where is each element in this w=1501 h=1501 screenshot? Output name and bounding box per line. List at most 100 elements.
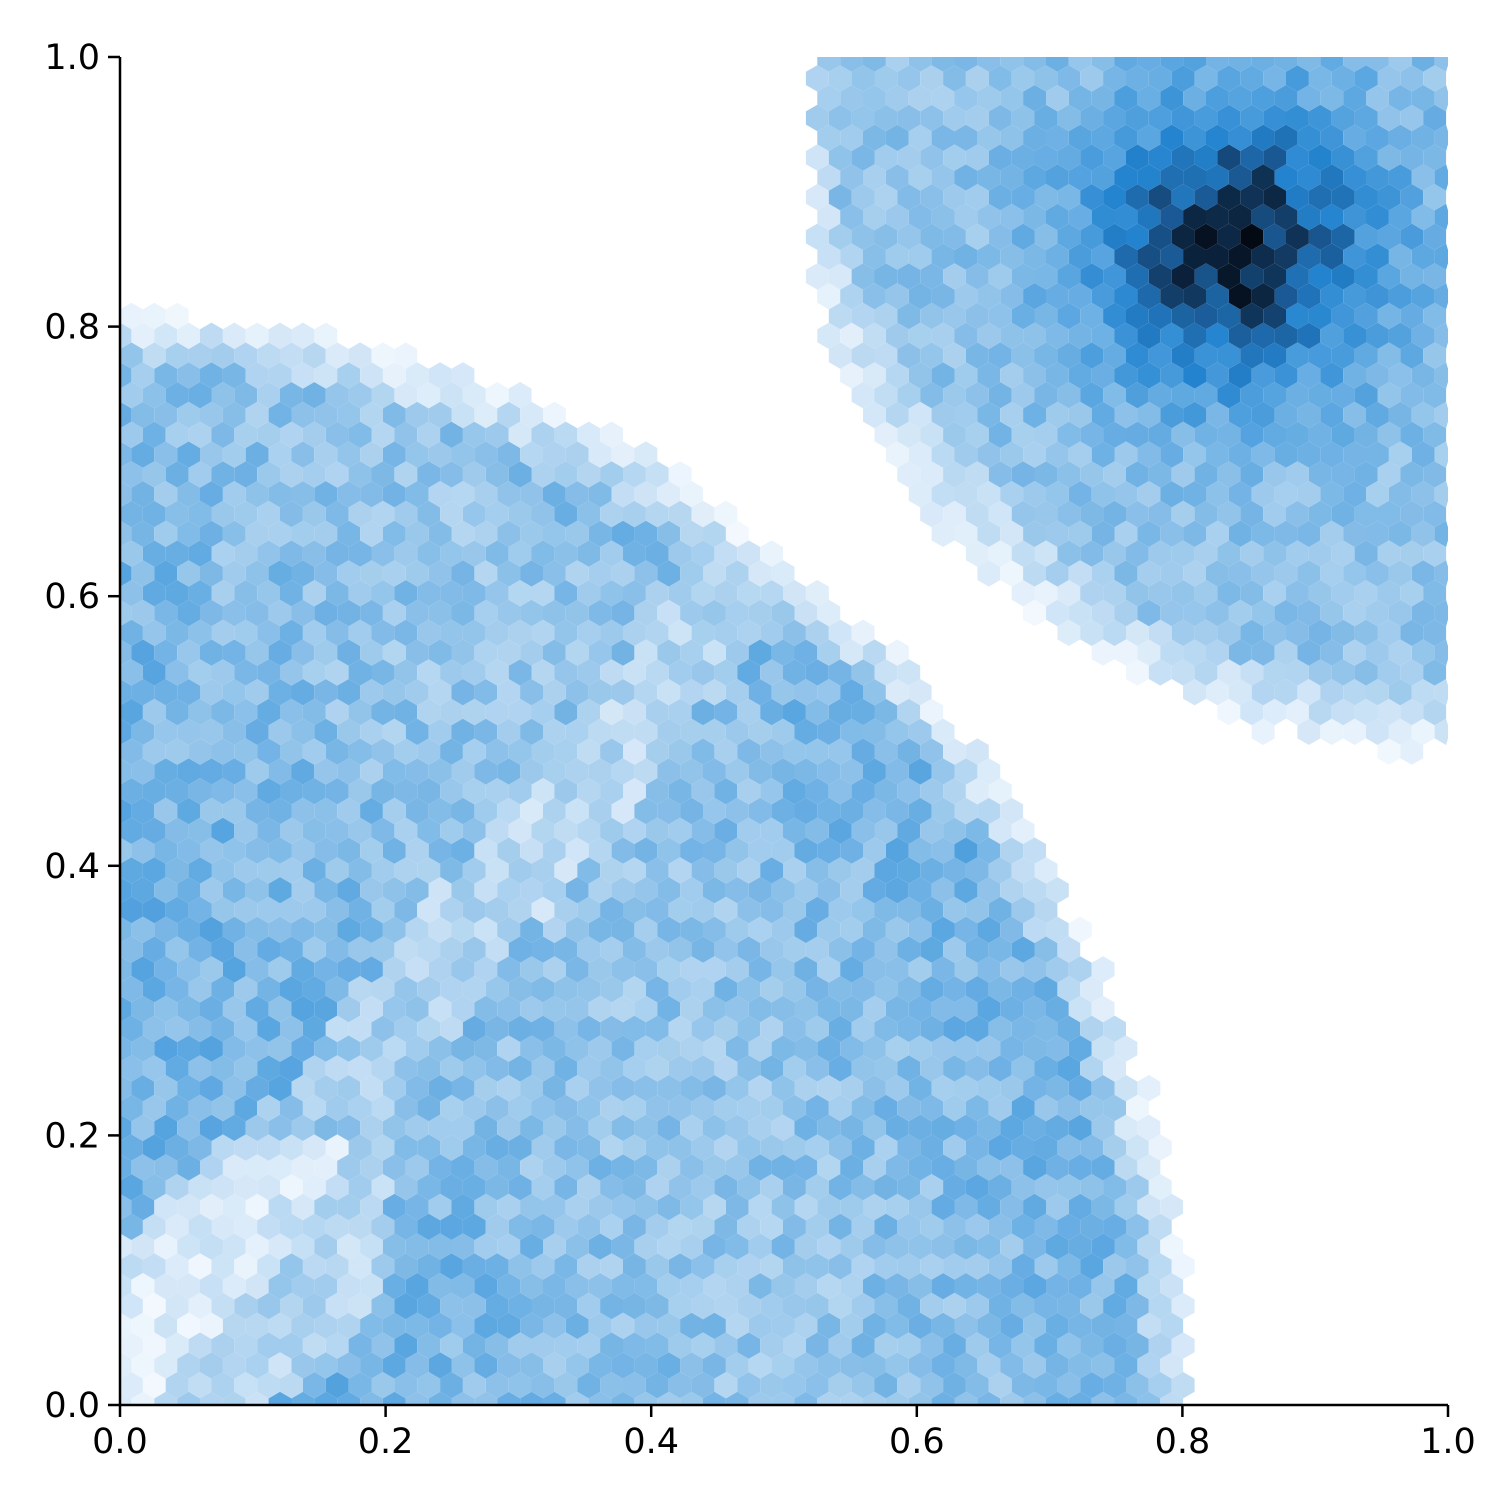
hex-cell	[451, 639, 475, 666]
hex-cell	[440, 778, 463, 805]
hex-cell	[451, 956, 475, 983]
hex-cell	[314, 1352, 338, 1379]
hex-cell	[760, 1213, 783, 1240]
hex-cell	[440, 936, 463, 963]
hex-cell	[1023, 956, 1046, 983]
hex-cell	[348, 817, 372, 844]
hex-cell	[508, 1292, 532, 1320]
hex-cell	[840, 679, 863, 706]
hex-cell	[565, 877, 589, 904]
hex-cell	[291, 1154, 315, 1181]
hex-cell	[794, 599, 818, 627]
hex-cell	[177, 401, 200, 429]
hex-cell	[1000, 322, 1024, 349]
hex-cell	[954, 916, 978, 943]
hex-cell	[771, 1391, 795, 1405]
hex-cell	[1320, 679, 1344, 706]
hex-cell	[211, 342, 235, 369]
hex-cell	[1000, 441, 1024, 468]
hex-cell	[737, 1372, 761, 1399]
hex-cell	[245, 520, 269, 547]
hex-cell	[245, 441, 269, 468]
hex-cell	[520, 956, 543, 983]
hex-cell	[382, 481, 406, 508]
hex-cell	[188, 1292, 212, 1320]
hex-cell	[1034, 1174, 1058, 1201]
hex-cell	[1091, 995, 1115, 1023]
hex-cell	[657, 1233, 681, 1260]
hex-cell	[1331, 619, 1355, 646]
hex-cell	[1103, 223, 1126, 250]
hex-cell	[1171, 580, 1195, 607]
hex-cell	[1137, 283, 1161, 310]
hex-cell	[1251, 57, 1275, 72]
hex-cell	[691, 817, 715, 844]
hex-cell	[257, 1372, 280, 1399]
hex-cell	[737, 857, 761, 884]
hex-cell	[543, 797, 566, 825]
hex-cell	[965, 65, 989, 92]
hex-cell	[1114, 1352, 1138, 1379]
hex-cell	[348, 421, 372, 448]
hex-cell	[885, 877, 909, 904]
hex-cell	[1206, 599, 1229, 627]
hex-cell	[1411, 85, 1435, 112]
hex-cell	[1137, 203, 1161, 231]
hex-cell	[234, 778, 258, 805]
hex-cell	[828, 659, 852, 686]
hex-cell	[485, 1134, 509, 1161]
hex-cell	[245, 956, 269, 983]
hex-cell	[851, 936, 875, 963]
hex-cell	[474, 797, 498, 825]
hex-cell	[988, 857, 1012, 884]
hex-cell	[634, 1352, 658, 1379]
hex-cell	[440, 1372, 463, 1399]
hex-cell	[531, 1174, 555, 1201]
hex-cell	[817, 679, 841, 706]
hex-cell	[863, 283, 886, 310]
hex-cell	[885, 1193, 909, 1221]
hex-cell	[931, 1352, 955, 1379]
hex-cell	[394, 1015, 418, 1042]
hex-cell	[337, 718, 361, 745]
hex-cell	[497, 718, 521, 745]
hex-cell	[291, 441, 315, 468]
hex-cell	[703, 1352, 726, 1379]
hex-cell	[485, 540, 509, 567]
hex-cell	[840, 1312, 863, 1339]
hex-cell	[428, 1312, 452, 1339]
hex-cell	[1160, 85, 1184, 112]
hex-cell	[920, 1253, 944, 1280]
hex-cell	[1366, 401, 1389, 429]
hex-cell	[120, 1312, 132, 1339]
hex-cell	[1126, 144, 1149, 171]
hex-cell	[1000, 1035, 1024, 1062]
hex-cell	[874, 263, 898, 290]
hex-cell	[1000, 995, 1024, 1023]
hex-cell	[1103, 1332, 1126, 1359]
hex-cell	[623, 619, 646, 646]
hex-cell	[1137, 401, 1161, 429]
hex-cell	[851, 857, 875, 884]
hex-cell	[714, 1174, 738, 1201]
hex-cell	[1400, 65, 1424, 92]
hex-cell	[520, 1075, 543, 1102]
hex-cell	[325, 817, 349, 844]
hex-cell	[268, 718, 292, 745]
hex-cell	[885, 679, 909, 706]
hex-cell	[920, 184, 944, 211]
hex-cell	[485, 580, 509, 607]
hex-cell	[451, 1391, 475, 1405]
hex-cell	[885, 203, 909, 231]
hex-cell	[1000, 124, 1024, 151]
hex-cell	[280, 1174, 303, 1201]
hex-cell	[245, 1273, 269, 1300]
hex-cell	[405, 1114, 429, 1141]
hex-cell	[257, 1174, 280, 1201]
hex-cell	[931, 956, 955, 983]
hex-cell	[131, 322, 155, 349]
hex-cell	[543, 599, 566, 627]
hex-cell	[840, 1391, 863, 1405]
hex-cell	[314, 481, 338, 508]
